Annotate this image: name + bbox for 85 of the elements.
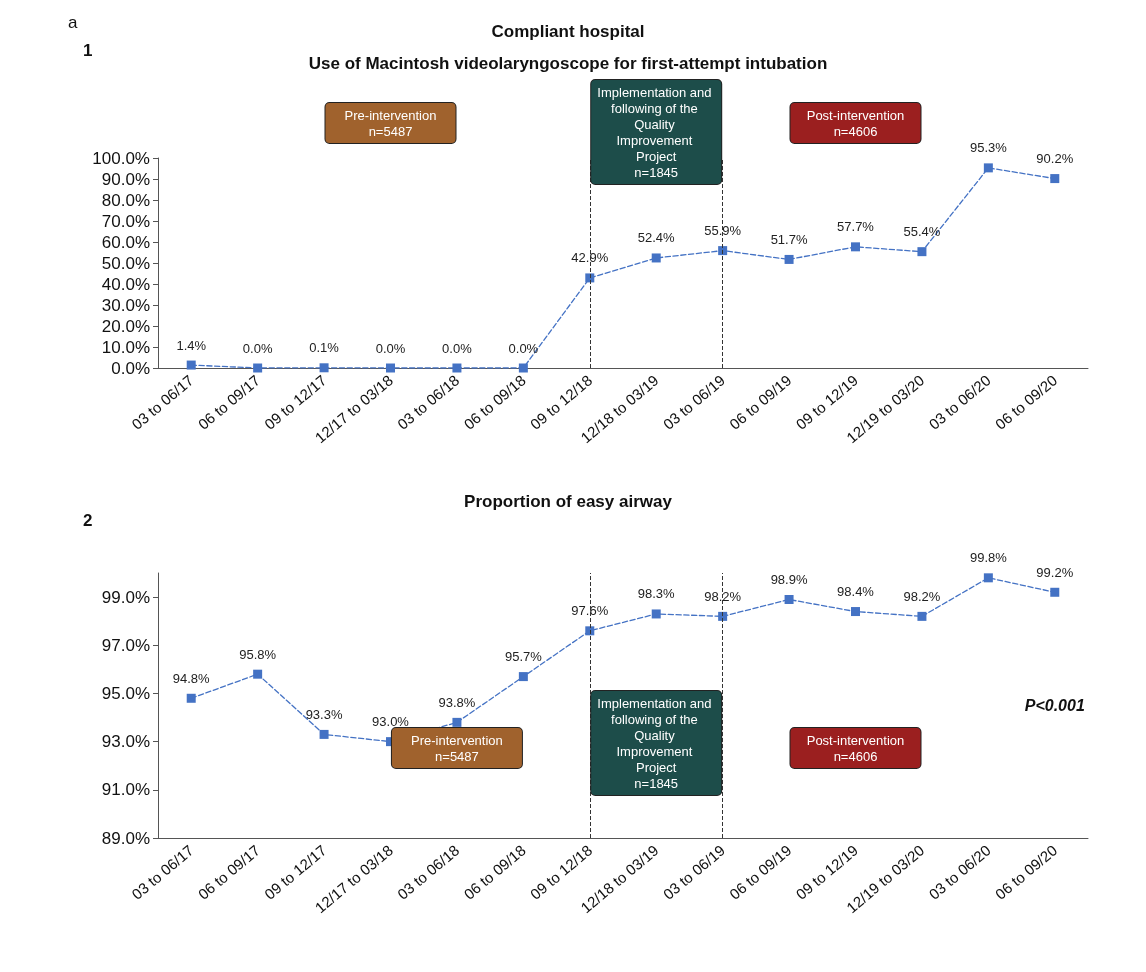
point <box>452 363 462 373</box>
data-label: 55.9% <box>704 223 742 239</box>
y-tick-label: 89.0% <box>101 828 150 848</box>
y-tick-label: 90.0% <box>101 169 150 189</box>
data-label: 0.0% <box>508 340 539 356</box>
point <box>651 253 661 263</box>
data-label: 57.7% <box>837 219 875 235</box>
y-tick-label: 40.0% <box>101 274 150 294</box>
y-tick-label: 50.0% <box>101 253 150 273</box>
data-label: 52.4% <box>637 230 676 246</box>
point <box>186 360 196 370</box>
point <box>784 595 794 604</box>
data-label: 1.4% <box>176 337 207 353</box>
point <box>253 363 263 373</box>
data-label: 99.2% <box>1036 564 1074 580</box>
point <box>983 163 993 173</box>
data-label: 0.1% <box>309 340 340 356</box>
point <box>784 254 794 264</box>
data-label: 98.2% <box>903 588 941 604</box>
y-tick-label: 99.0% <box>101 587 150 607</box>
point <box>851 242 860 252</box>
chart-subtitle: Use of Macintosh videolaryngoscope for first-attempt intubation <box>308 54 828 73</box>
y-tick-label: 0.0% <box>111 358 150 378</box>
data-label: 95.7% <box>504 649 543 665</box>
data-label: 98.3% <box>637 586 676 602</box>
y-tick-label: 95.0% <box>101 683 150 703</box>
point <box>319 729 329 739</box>
text: 1 <box>83 41 93 60</box>
data-label: 55.4% <box>903 224 941 240</box>
point <box>319 363 329 373</box>
point <box>651 609 661 619</box>
point <box>585 626 595 636</box>
y-tick-label: 20.0% <box>101 316 150 336</box>
data-label: 0.0% <box>442 340 473 356</box>
y-tick-label: 100.0% <box>92 148 150 168</box>
data-label: 93.0% <box>372 714 410 730</box>
point <box>851 607 860 617</box>
text: Pre-intervention n=5487 <box>344 107 437 139</box>
y-tick-label: 60.0% <box>101 232 150 252</box>
annotation: P<0.001 <box>1024 697 1085 714</box>
point <box>186 693 196 703</box>
annotation: Implementation and following of the Quality Improvement Project n=1845 <box>597 84 716 180</box>
annotation: Post-intervention n=4606 <box>806 732 905 764</box>
point <box>386 363 395 373</box>
data-label: 98.9% <box>770 572 808 587</box>
chart-title: Compliant hospital <box>491 22 645 41</box>
data-label: 95.8% <box>239 646 277 662</box>
point <box>718 246 728 256</box>
y-tick-label: 91.0% <box>101 780 150 800</box>
data-label: 95.3% <box>969 140 1008 156</box>
point <box>917 247 927 257</box>
point <box>253 669 263 679</box>
data-label: 51.7% <box>770 231 808 247</box>
data-label: 93.3% <box>305 706 343 722</box>
data-label: 98.4% <box>837 584 875 600</box>
y-tick-label: 80.0% <box>101 190 150 210</box>
point <box>585 273 595 283</box>
point <box>518 363 528 373</box>
y-tick-label: 10.0% <box>101 337 150 357</box>
data-label: 99.8% <box>969 550 1008 566</box>
data-label: 0.0% <box>242 340 273 356</box>
point <box>518 672 528 682</box>
data-label: 97.6% <box>571 603 609 619</box>
y-tick-label: 70.0% <box>101 211 150 231</box>
text: 2 <box>83 511 93 530</box>
data-label: 93.8% <box>438 694 476 710</box>
data-label: 42.9% <box>571 250 609 266</box>
data-label: 90.2% <box>1036 151 1074 167</box>
text: a <box>68 13 78 32</box>
chart-title: Proportion of easy airway <box>464 492 673 511</box>
annotation: Pre-intervention n=5487 <box>411 732 503 764</box>
point <box>983 573 993 583</box>
data-label: 98.2% <box>704 588 742 604</box>
y-tick-label: 93.0% <box>101 732 150 752</box>
point <box>718 611 728 621</box>
point <box>452 717 462 727</box>
point <box>1050 587 1060 597</box>
text: Post-intervention n=4606 <box>806 107 905 139</box>
data-label: 94.8% <box>172 670 211 686</box>
point <box>917 611 927 621</box>
data-label: 0.0% <box>375 340 406 356</box>
annotation: Implementation and following of the Quality Improvement Project n=1845 <box>597 695 716 791</box>
point <box>1050 174 1060 184</box>
y-tick-label: 30.0% <box>101 295 150 315</box>
y-tick-label: 97.0% <box>101 635 150 655</box>
